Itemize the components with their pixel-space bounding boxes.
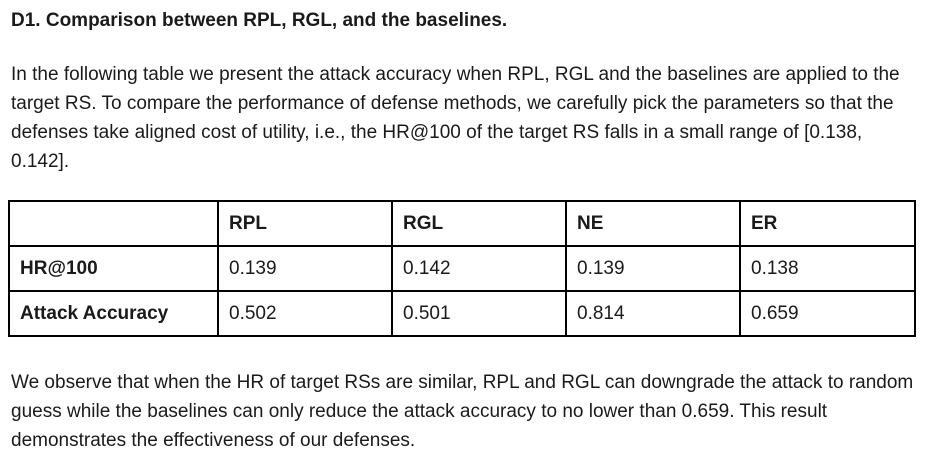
table-cell: 0.659: [739, 290, 916, 337]
table-cell: 0.139: [217, 245, 393, 292]
conclusion-paragraph: We observe that when the HR of target RS…: [11, 372, 914, 451]
results-table: RPL RGL NE ER HR@100 0.139 0.142 0.139 0…: [8, 200, 916, 337]
table-cell: 0.139: [565, 245, 741, 292]
table-row: Attack Accuracy 0.502 0.501 0.814 0.659: [8, 290, 916, 337]
section-title: D1. Comparison between RPL, RGL, and the…: [11, 10, 508, 31]
table-cell: 0.138: [739, 245, 916, 292]
table-cell: 0.501: [391, 290, 567, 337]
row-label-attack-accuracy: Attack Accuracy: [8, 290, 219, 337]
table-row: HR@100 0.139 0.142 0.139 0.138: [8, 245, 916, 292]
table-header-row: RPL RGL NE ER: [8, 200, 916, 247]
header-cell-ne: NE: [565, 200, 741, 247]
header-cell-rgl: RGL: [391, 200, 567, 247]
row-label-hr100: HR@100: [8, 245, 219, 292]
header-cell-er: ER: [739, 200, 916, 247]
header-cell-empty: [8, 200, 219, 247]
header-cell-rpl: RPL: [217, 200, 393, 247]
intro-paragraph: In the following table we present the at…: [11, 64, 900, 172]
table-cell: 0.142: [391, 245, 567, 292]
table-cell: 0.814: [565, 290, 741, 337]
table-cell: 0.502: [217, 290, 393, 337]
